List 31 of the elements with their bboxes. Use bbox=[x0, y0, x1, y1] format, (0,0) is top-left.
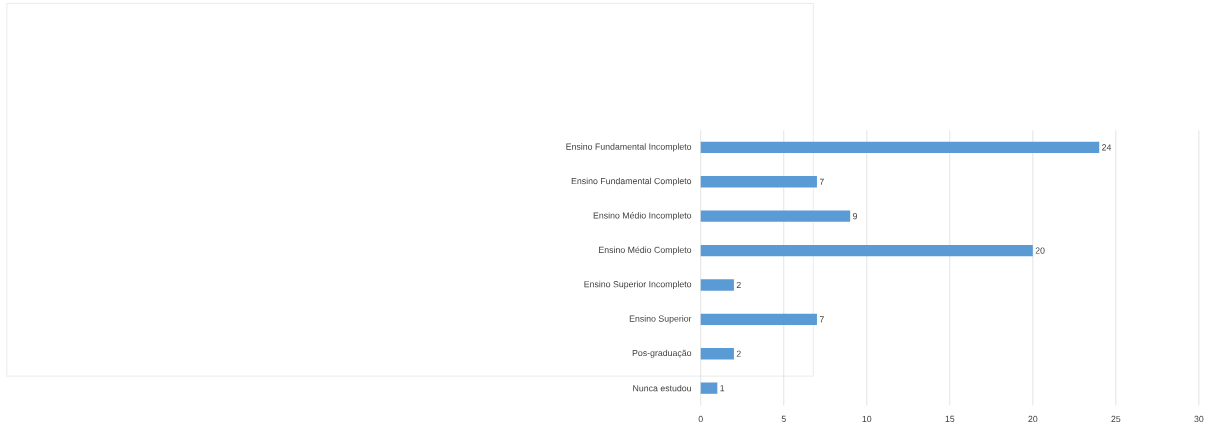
bar bbox=[700, 279, 734, 291]
x-tick-label: 5 bbox=[781, 415, 786, 422]
x-tick-label: 25 bbox=[1111, 415, 1121, 422]
data-label: 24 bbox=[1102, 144, 1112, 151]
y-tick-label: Ensino Médio Completo bbox=[599, 246, 692, 255]
y-tick-label: Nunca estudou bbox=[633, 384, 691, 392]
x-tick-label: 20 bbox=[1028, 415, 1038, 422]
y-tick-label: Pos-graduação bbox=[632, 349, 692, 358]
bar bbox=[700, 175, 817, 188]
x-tick-label: 30 bbox=[1194, 415, 1204, 422]
y-tick-label: Ensino Superior bbox=[629, 315, 692, 324]
bar bbox=[700, 382, 718, 394]
data-label: 9 bbox=[852, 212, 858, 220]
bar bbox=[700, 210, 851, 222]
y-tick-label: Ensino Fundamental Incompleto bbox=[566, 143, 692, 152]
x-tick-label: 10 bbox=[862, 415, 872, 422]
data-label: 2 bbox=[736, 350, 741, 357]
data-label: 7 bbox=[819, 316, 824, 323]
bar bbox=[700, 313, 817, 325]
x-tick-label: 15 bbox=[945, 415, 955, 422]
bar bbox=[700, 347, 734, 360]
data-label: 20 bbox=[1035, 247, 1045, 254]
data-label: 7 bbox=[819, 178, 824, 185]
data-label: 1 bbox=[720, 384, 725, 392]
bar bbox=[700, 244, 1033, 257]
x-tick-label: 0 bbox=[698, 415, 703, 422]
bar bbox=[700, 141, 1100, 153]
y-tick-label: Ensino Superior Incompleto bbox=[584, 280, 692, 289]
data-label: 2 bbox=[736, 281, 741, 288]
y-tick-label: Ensino Fundamental Completo bbox=[571, 177, 692, 186]
y-tick-label: Ensino Médio Incompleto bbox=[593, 211, 692, 221]
